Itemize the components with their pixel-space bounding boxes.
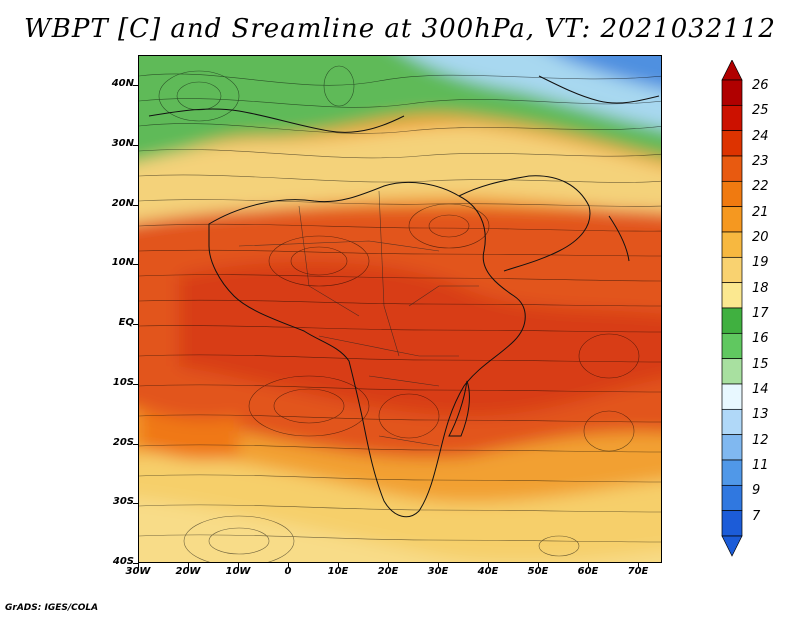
map-field xyxy=(139,56,661,562)
lon-label: 70E xyxy=(627,566,649,577)
lon-tick xyxy=(238,563,239,568)
colorbar-swatch xyxy=(721,358,743,385)
lon-label: 50E xyxy=(527,566,549,577)
lon-label: 20W xyxy=(175,566,201,577)
lat-label: 30N xyxy=(111,137,134,149)
chart-title: WBPT [C] and Sreamline at 300hPa, VT: 20… xyxy=(24,14,776,44)
colorbar-label: 18 xyxy=(752,280,769,296)
lon-tick xyxy=(338,563,339,568)
lat-tick xyxy=(133,383,138,385)
colorbar-label: 23 xyxy=(752,154,769,169)
lon-label: 30W xyxy=(125,566,151,577)
colorbar-label: 17 xyxy=(752,306,769,321)
lon-label: 0 xyxy=(284,566,292,577)
lat-label: EQ xyxy=(118,317,134,328)
streamlines xyxy=(139,65,661,562)
lat-tick xyxy=(133,324,138,325)
colorbar-label: 21 xyxy=(752,204,769,220)
colorbar-label: 25 xyxy=(752,103,769,119)
colorbar-extend-bottom xyxy=(721,535,743,557)
colorbar-swatch xyxy=(721,484,743,512)
lon-tick xyxy=(488,563,489,568)
lat-tick xyxy=(133,503,138,505)
colorbar-label: 19 xyxy=(752,255,769,271)
country-borders xyxy=(238,190,479,447)
lon-tick xyxy=(288,563,289,568)
lon-tick xyxy=(638,563,639,568)
lon-tick xyxy=(438,563,439,568)
lon-label: 10W xyxy=(225,566,251,577)
lat-label: 40S xyxy=(112,556,134,567)
colorbar-label: 20 xyxy=(752,230,769,245)
colorbar-swatch xyxy=(721,256,743,284)
lon-tick xyxy=(588,563,589,568)
lat-label: 30S xyxy=(112,496,134,508)
colorbar-swatch xyxy=(721,206,743,233)
colorbar-label: 13 xyxy=(752,407,769,423)
colorbar-swatch xyxy=(721,79,743,106)
colorbar-label: 22 xyxy=(752,179,769,195)
colorbar-swatch xyxy=(721,307,743,334)
colorbar-swatch xyxy=(721,434,743,461)
lon-tick xyxy=(188,563,189,568)
colorbar-swatch xyxy=(721,155,743,182)
colorbar-label: 15 xyxy=(752,356,769,372)
lon-label: 20E xyxy=(377,566,399,577)
colorbar-label: 7 xyxy=(752,508,761,524)
coastlines xyxy=(148,75,660,518)
lat-tick xyxy=(133,204,138,206)
colorbar-label: 16 xyxy=(752,331,769,347)
lat-tick xyxy=(133,563,138,564)
colorbar-swatch xyxy=(721,459,743,486)
map-panel xyxy=(138,55,662,563)
lat-tick xyxy=(133,264,138,266)
colorbar-label: 14 xyxy=(752,382,769,397)
colorbar-label: 11 xyxy=(752,458,769,473)
colorbar-swatch xyxy=(721,231,743,258)
colorbar xyxy=(721,60,743,557)
colorbar-swatch xyxy=(721,408,743,436)
lon-label: 40E xyxy=(477,566,499,577)
colorbar-label: 24 xyxy=(752,128,769,144)
lat-tick xyxy=(133,85,138,86)
colorbar-swatch xyxy=(721,332,743,360)
lon-label: 30E xyxy=(427,566,449,577)
lon-tick xyxy=(388,563,389,568)
colorbar-extend-top xyxy=(721,60,743,81)
colorbar-swatch xyxy=(721,383,743,410)
lon-label: 10E xyxy=(327,566,349,577)
lat-tick xyxy=(133,144,138,146)
colorbar-swatch xyxy=(721,510,743,537)
lat-label: 40N xyxy=(111,78,134,89)
lat-label: 10S xyxy=(112,376,134,388)
colorbar-label: 12 xyxy=(752,432,769,448)
credit-text: GrADS: IGES/COLA xyxy=(5,603,99,613)
colorbar-label: 26 xyxy=(752,78,769,93)
wbpt-shading xyxy=(139,56,661,562)
lat-label: 20N xyxy=(111,197,134,209)
colorbar-swatch xyxy=(721,180,743,208)
colorbar-swatch xyxy=(721,130,743,157)
colorbar-label: 9 xyxy=(752,483,761,499)
colorbar-swatch xyxy=(721,104,743,132)
colorbar-swatch xyxy=(721,282,743,309)
lat-label: 10N xyxy=(111,257,134,269)
lon-tick xyxy=(538,563,539,568)
lon-label: 60E xyxy=(577,566,599,577)
lon-tick xyxy=(138,563,139,568)
lat-label: 20S xyxy=(112,436,134,448)
lat-tick xyxy=(133,443,138,445)
